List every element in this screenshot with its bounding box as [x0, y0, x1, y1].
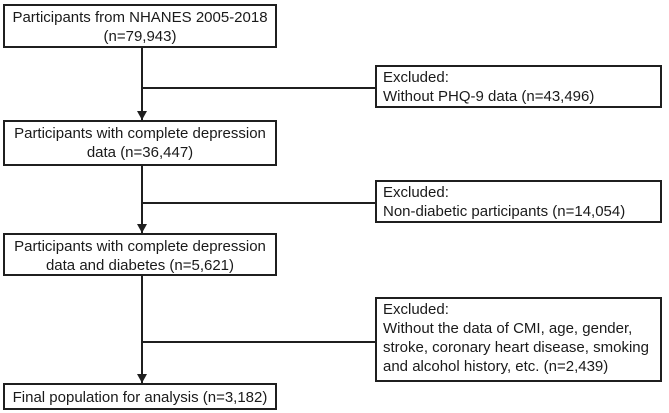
box-text-line: Participants with complete depression	[14, 125, 266, 142]
box-text-line: Excluded:	[383, 184, 449, 201]
box-excluded-nondiabetic: Excluded: Non-diabetic participants (n=1…	[375, 180, 662, 223]
box-text-line: data (n=36,447)	[86, 144, 194, 161]
box-text-line: stroke, coronary heart disease, smoking	[383, 339, 649, 356]
arrowhead-down-icon	[137, 111, 147, 120]
box-depression-and-diabetes: Participants with complete depression da…	[3, 233, 277, 276]
box-text-line: Final population for analysis (n=3,182)	[12, 389, 268, 406]
box-text-line: Excluded:	[383, 301, 449, 318]
connector-branch-3	[142, 341, 375, 343]
box-complete-depression-data: Participants with complete depression da…	[3, 120, 277, 166]
box-text-line: Non-diabetic participants (n=14,054)	[383, 203, 626, 220]
box-text-line: Participants with complete depression	[14, 238, 266, 255]
box-text-line: data and diabetes (n=5,621)	[45, 257, 235, 274]
box-text-line: Participants from NHANES 2005-2018	[12, 9, 268, 26]
box-final-population: Final population for analysis (n=3,182)	[3, 383, 277, 410]
box-participants-nhanes: Participants from NHANES 2005-2018 (n=79…	[3, 4, 277, 48]
box-text-line: (n=79,943)	[103, 28, 177, 45]
connector-branch-2	[142, 202, 375, 204]
connector-branch-1	[142, 87, 375, 89]
box-text-line: Excluded:	[383, 69, 449, 86]
box-text-line: Without the data of CMI, age, gender,	[383, 320, 633, 337]
connector-vertical-3	[141, 276, 143, 383]
box-excluded-missing-data: Excluded: Without the data of CMI, age, …	[375, 297, 662, 382]
box-text-line: and alcohol history, etc. (n=2,439)	[383, 358, 609, 375]
connector-vertical-2	[141, 166, 143, 233]
arrowhead-down-icon	[137, 224, 147, 233]
box-excluded-phq9: Excluded: Without PHQ-9 data (n=43,496)	[375, 65, 662, 108]
arrowhead-down-icon	[137, 374, 147, 383]
box-text-line: Without PHQ-9 data (n=43,496)	[383, 88, 595, 105]
connector-vertical-1	[141, 48, 143, 120]
